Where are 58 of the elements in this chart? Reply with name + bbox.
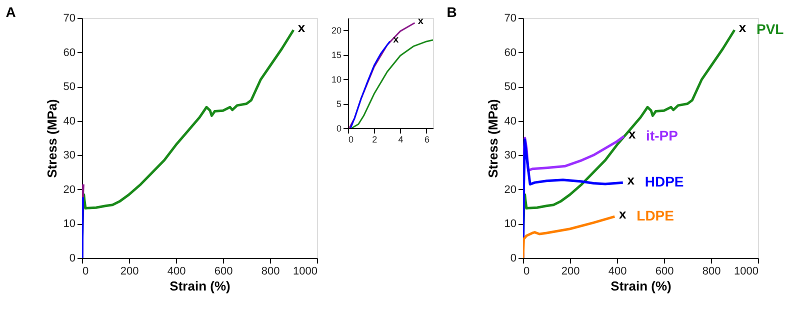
y-tick-label: 20 [63, 184, 76, 196]
y-tick-label: 0 [336, 124, 342, 134]
annotation: x [628, 126, 636, 142]
y-axis-title: Stress (MPa) [44, 99, 60, 178]
x-tick-label: 6 [424, 134, 430, 144]
annotation: x [627, 172, 636, 188]
y-tick-label: 10 [63, 218, 76, 230]
x-tick-label: 1000 [734, 266, 758, 278]
annotation: x [298, 20, 306, 35]
y-tick-label: 15 [331, 50, 342, 60]
y-tick-label: 70 [63, 12, 76, 24]
x-tick-label: 800 [261, 266, 280, 278]
series-label: LDPE [636, 208, 674, 224]
x-tick-label: 600 [655, 266, 674, 278]
annotation: x [738, 20, 747, 35]
chart-title: B [446, 4, 457, 20]
x-tick-label: 400 [167, 266, 186, 278]
line-series [523, 215, 616, 258]
series-label: HDPE [644, 174, 684, 190]
x-tick-label: 1000 [293, 266, 318, 278]
annotation: x [418, 16, 424, 27]
line-series [82, 196, 84, 258]
x-axis-title: Strain (%) [610, 278, 672, 294]
x-axis-title: Strain (%) [170, 278, 230, 294]
line-series [350, 40, 391, 128]
x-tick-label: 400 [608, 266, 627, 278]
y-tick-label: 50 [504, 81, 516, 94]
x-tick-label: 0 [524, 266, 530, 278]
x-tick-label: 0 [348, 134, 354, 144]
x-tick-label: 2 [372, 134, 378, 144]
y-tick-label: 30 [504, 150, 516, 162]
x-tick-label: 4 [398, 134, 404, 144]
annotation: x [393, 34, 400, 46]
series-label: PVL [756, 21, 784, 37]
y-tick-label: 60 [504, 46, 516, 59]
x-tick-label: 800 [702, 266, 721, 278]
y-tick-label: 30 [63, 150, 76, 162]
x-tick-label: 600 [214, 266, 233, 278]
y-tick-label: 10 [504, 218, 516, 230]
y-tick-label: 20 [331, 26, 342, 36]
chart-title: A [6, 4, 16, 20]
y-tick-label: 0 [69, 252, 76, 264]
series-label: it-PP [646, 127, 678, 144]
y-tick-label: 20 [504, 184, 516, 196]
line-series [351, 39, 433, 128]
x-tick-label: 200 [120, 266, 139, 278]
y-tick-label: 10 [331, 74, 342, 85]
y-axis-title: Stress (MPa) [485, 99, 500, 178]
y-tick-label: 40 [63, 115, 76, 128]
x-tick-label: 0 [82, 266, 89, 278]
y-tick-label: 5 [336, 99, 342, 110]
y-tick-label: 50 [63, 81, 76, 94]
y-tick-label: 40 [504, 115, 516, 128]
y-tick-label: 70 [504, 12, 516, 24]
y-tick-label: 60 [63, 46, 76, 59]
x-tick-label: 200 [561, 266, 580, 278]
annotation: x [619, 206, 628, 222]
y-tick-label: 0 [510, 252, 516, 264]
